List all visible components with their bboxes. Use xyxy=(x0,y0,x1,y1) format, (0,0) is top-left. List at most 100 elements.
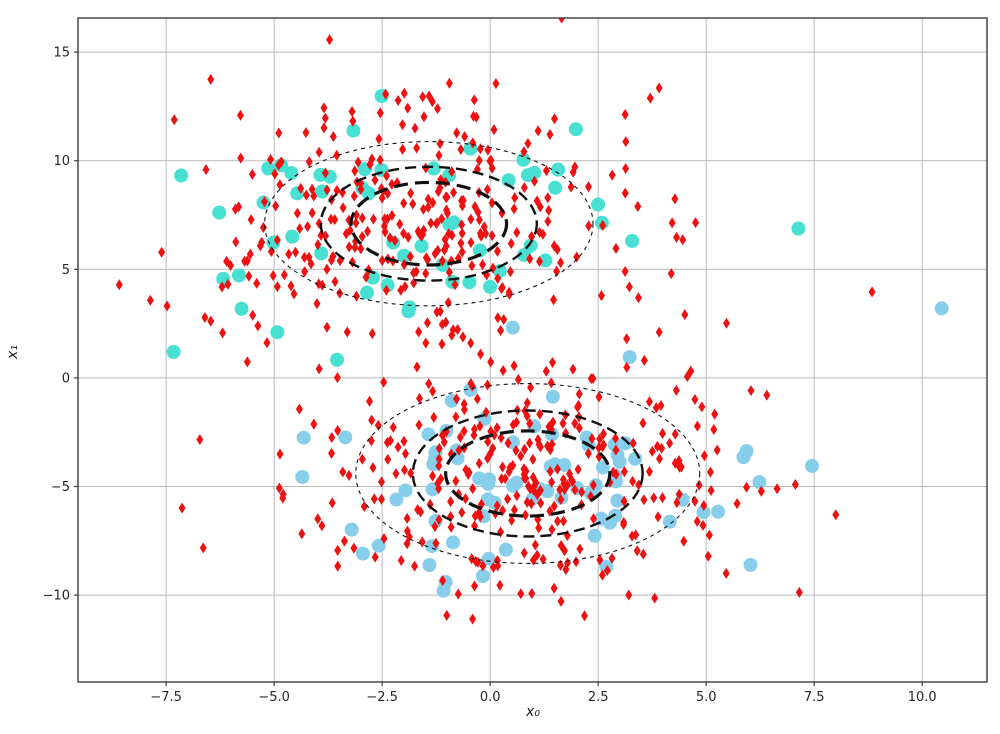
scatter-point-diamond xyxy=(482,228,490,240)
scatter-point-diamond xyxy=(276,179,284,191)
scatter-point-diamond xyxy=(447,496,455,508)
scatter-point-diamond xyxy=(256,240,264,252)
scatter-point-circle xyxy=(791,221,806,236)
scatter-point-diamond xyxy=(432,537,440,549)
scatter-point-circle xyxy=(475,569,490,584)
tick-labels: −7.5 −5.0 −2.5 0.0 2.5 5.0 7.5 10.0 −10 −5 0 5 10 15 xyxy=(43,46,937,705)
scatter-point-diamond xyxy=(508,514,516,526)
scatter-point-diamond xyxy=(452,411,460,423)
scatter-point-diamond xyxy=(388,178,396,190)
scatter-point-diamond xyxy=(431,521,439,533)
scatter-point-diamond xyxy=(331,276,339,288)
scatter-point-diamond xyxy=(832,509,840,521)
scatter-point-diamond xyxy=(524,480,532,492)
scatter-point-diamond xyxy=(544,192,552,204)
scatter-point-diamond xyxy=(436,182,444,194)
scatter-point-diamond xyxy=(668,217,676,229)
scatter-point-diamond xyxy=(314,513,322,525)
scatter-point-diamond xyxy=(305,251,313,263)
scatter-point-diamond xyxy=(323,263,331,275)
scatter-point-circle xyxy=(446,535,461,550)
scatter-point-diamond xyxy=(667,268,675,280)
scatter-point-diamond xyxy=(457,143,465,155)
scatter-point-diamond xyxy=(401,448,409,460)
scatter-point-diamond xyxy=(406,251,414,263)
scatter-point-diamond xyxy=(199,542,207,554)
scatter-point-diamond xyxy=(248,168,256,180)
scatter-point-diamond xyxy=(354,156,362,168)
scatter-point-diamond xyxy=(526,253,534,265)
scatter-point-diamond xyxy=(476,510,484,522)
scatter-point-diamond xyxy=(453,127,461,139)
scatter-point-diamond xyxy=(536,256,544,268)
scatter-point-diamond xyxy=(458,195,466,207)
scatter-point-diamond xyxy=(460,398,468,410)
scatter-point-diamond xyxy=(548,438,556,450)
scatter-point-diamond xyxy=(261,196,269,208)
scatter-point-circle xyxy=(625,233,640,248)
scatter-point-diamond xyxy=(474,206,482,218)
scatter-point-circle xyxy=(398,483,413,498)
scatter-point-diamond xyxy=(454,324,462,336)
scatter-point-diamond xyxy=(634,201,642,213)
scatter-point-circle xyxy=(285,229,300,244)
scatter-point-diamond xyxy=(498,473,506,485)
scatter-point-diamond xyxy=(571,161,579,173)
scatter-point-diamond xyxy=(598,290,606,302)
scatter-point-diamond xyxy=(622,163,630,175)
scatter-point-diamond xyxy=(533,489,541,501)
scatter-point-diamond xyxy=(458,227,466,239)
scatter-point-diamond xyxy=(693,420,701,432)
scatter-point-diamond xyxy=(470,423,478,435)
scatter-point-diamond xyxy=(546,129,554,141)
scatter-point-diamond xyxy=(254,320,262,332)
scatter-point-diamond xyxy=(648,445,656,457)
scatter-point-diamond xyxy=(562,563,570,575)
scatter-point-diamond xyxy=(488,230,496,242)
scatter-point-diamond xyxy=(451,279,459,291)
scatter-point-diamond xyxy=(506,266,514,278)
scatter-point-diamond xyxy=(368,328,376,340)
scatter-point-diamond xyxy=(461,493,469,505)
scatter-point-diamond xyxy=(612,242,620,254)
scatter-point-diamond xyxy=(536,408,544,420)
scatter-point-diamond xyxy=(469,137,477,149)
scatter-point-diamond xyxy=(600,428,608,440)
scatter-point-diamond xyxy=(219,327,227,339)
scatter-point-diamond xyxy=(328,447,336,459)
scatter-point-diamond xyxy=(561,545,569,557)
scatter-point-diamond xyxy=(640,494,648,506)
scatter-point-diamond xyxy=(584,447,592,459)
scatter-point-diamond xyxy=(323,184,331,196)
scatter-point-diamond xyxy=(571,417,579,429)
scatter-point-diamond xyxy=(267,153,275,165)
scatter-point-diamond xyxy=(271,168,279,180)
scatter-point-diamond xyxy=(461,131,469,143)
scatter-point-diamond xyxy=(544,215,552,227)
scatter-point-diamond xyxy=(567,474,575,486)
scatter-point-circle xyxy=(338,430,353,445)
scatter-point-diamond xyxy=(596,433,604,445)
scatter-point-diamond xyxy=(375,133,383,145)
gmm-contour-ellipse xyxy=(319,165,539,282)
scatter-point-circle xyxy=(662,514,677,529)
scatter-point-diamond xyxy=(550,294,558,306)
scatter-point-diamond xyxy=(295,403,303,415)
scatter-point-diamond xyxy=(623,333,631,345)
scatter-point-diamond xyxy=(585,181,593,193)
scatter-point-diamond xyxy=(349,115,357,127)
scatter-point-diamond xyxy=(681,309,689,321)
scatter-point-circle xyxy=(346,123,361,138)
scatter-point-diamond xyxy=(327,254,335,266)
scatter-point-diamond xyxy=(315,363,323,375)
scatter-point-diamond xyxy=(585,220,593,232)
scatter-point-diamond xyxy=(424,201,432,213)
scatter-point-diamond xyxy=(487,356,495,368)
scatter-points xyxy=(115,18,949,625)
scatter-point-diamond xyxy=(427,217,435,229)
scatter-point-diamond xyxy=(396,218,404,230)
plot-background xyxy=(78,18,987,682)
scatter-point-diamond xyxy=(534,434,542,446)
scatter-point-diamond xyxy=(536,441,544,453)
scatter-point-diamond xyxy=(398,119,406,131)
